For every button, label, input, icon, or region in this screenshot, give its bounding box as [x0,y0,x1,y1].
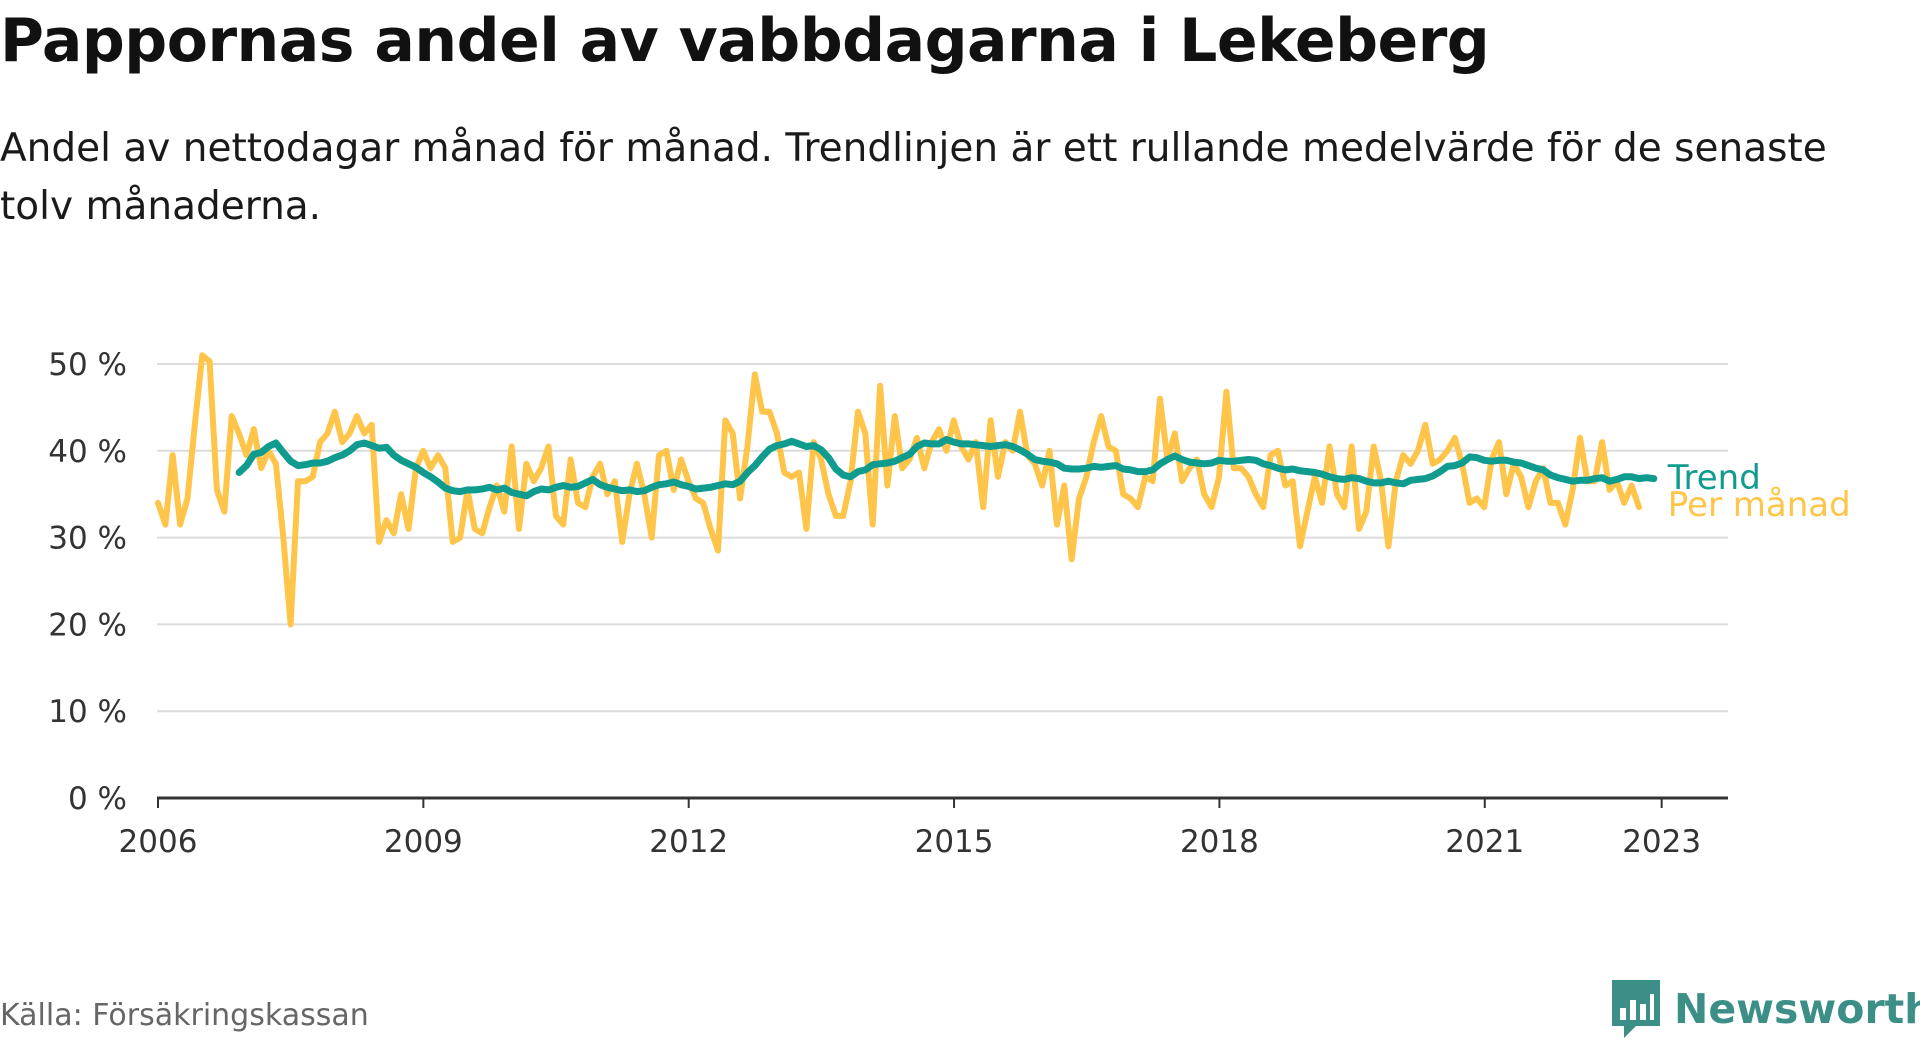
series-lines [155,352,1658,628]
source-note: Källa: Försäkringskassan [0,998,369,1033]
y-axis-ticks: 0 % 10 % 20 % 30 % 40 % 50 % [48,347,127,817]
newsworthy-logo-icon [1612,980,1660,1038]
series-label-per-manad: Per månad [1668,485,1851,525]
series-label-trend: Trend [1667,458,1761,498]
gridlines [157,363,1728,713]
x-tick-label: 2006 [119,824,198,860]
x-tick-label: 2021 [1445,824,1524,860]
y-tick-label: 30 % [48,521,127,557]
brand-name: Newsworthy [1674,985,1920,1033]
y-tick-label: 50 % [48,347,127,383]
y-tick-label: 0 % [68,781,127,817]
y-tick-label: 20 % [48,607,127,643]
series-line-per-manad [155,352,1642,628]
x-tick-label: 2012 [649,824,728,860]
x-axis: 2006 2009 2012 2015 2018 2021 2023 [119,796,1728,860]
chart-subtitle: Andel av nettodagar månad för månad. Tre… [0,126,1827,229]
chart-title: Pappornas andel av vabbdagarna i Lekeber… [0,6,1490,76]
x-tick-label: 2023 [1622,824,1701,860]
x-tick-label: 2015 [915,824,994,860]
x-tick-label: 2018 [1180,824,1259,860]
y-tick-label: 40 % [48,434,127,470]
series-line-trend [235,436,1658,500]
newsworthy-logo: Newsworthy [1612,980,1920,1038]
y-tick-label: 10 % [48,694,127,730]
x-tick-label: 2009 [384,824,463,860]
